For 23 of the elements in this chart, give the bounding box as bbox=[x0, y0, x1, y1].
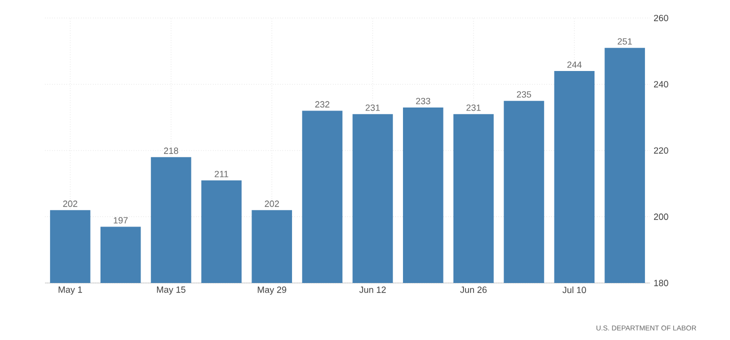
data-label: 202 bbox=[63, 200, 78, 207]
data-label: 211 bbox=[214, 170, 228, 178]
data-label: 231 bbox=[466, 104, 481, 111]
x-tick-label: May 15 bbox=[157, 286, 186, 295]
x-tick-label: May 1 bbox=[58, 286, 82, 295]
data-label: 232 bbox=[315, 101, 330, 108]
y-tick-label: 220 bbox=[654, 147, 668, 154]
data-label: 218 bbox=[164, 148, 178, 154]
x-tick-label: May 29 bbox=[258, 286, 286, 295]
y-tick-label: 260 bbox=[654, 14, 668, 22]
y-tick-label: 240 bbox=[654, 81, 668, 88]
data-label: 233 bbox=[416, 98, 430, 104]
x-tick-label: Jul 10 bbox=[562, 286, 586, 294]
x-tick-label: Jun 26 bbox=[460, 286, 487, 293]
y-tick-label: 180 bbox=[654, 280, 668, 286]
data-label: 231 bbox=[366, 104, 380, 111]
data-label: 251 bbox=[618, 38, 632, 45]
data-label: 235 bbox=[516, 91, 532, 98]
data-label: 202 bbox=[264, 200, 279, 207]
data-label: 244 bbox=[567, 62, 582, 68]
x-tick-label: Jun 12 bbox=[359, 286, 386, 293]
y-tick-label: 200 bbox=[654, 214, 668, 220]
data-label: 197 bbox=[114, 217, 128, 224]
